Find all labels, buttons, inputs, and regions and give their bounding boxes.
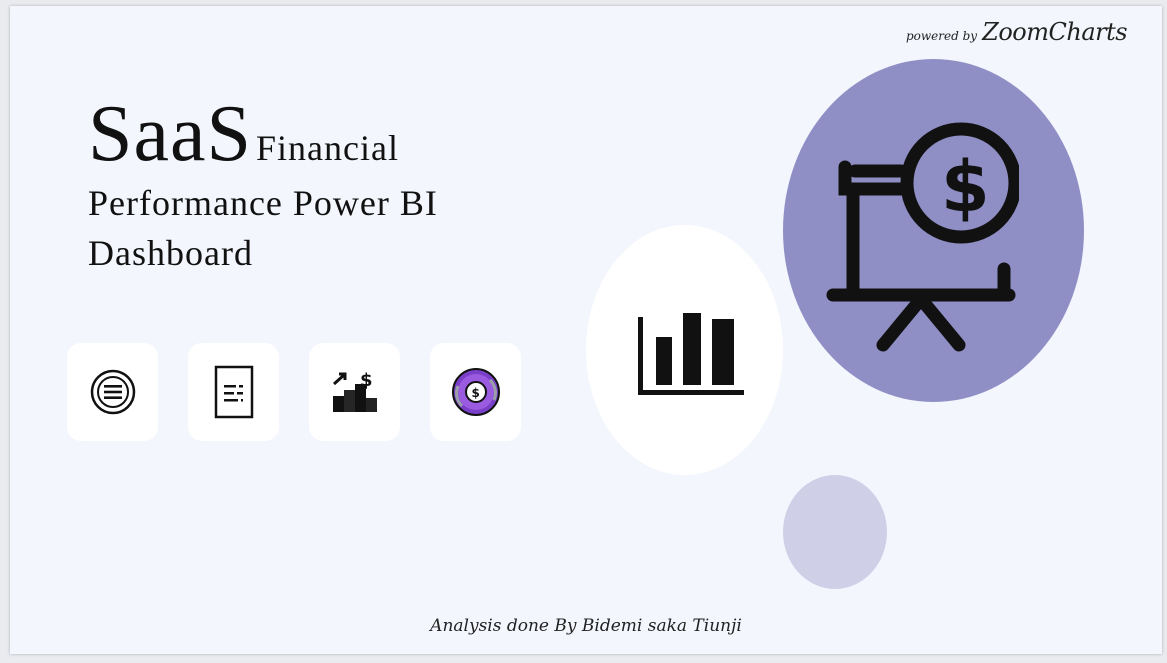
bar-chart-circle [586,225,783,475]
title-saas: SaaS [88,90,252,178]
growth-bars-dollar-icon: $ [332,370,377,412]
powered-by-zoomcharts: powered by ZoomCharts [906,18,1128,46]
nav-tile-menu[interactable] [67,343,158,441]
decorative-small-circle [783,475,887,589]
title-financial: Financial [256,128,399,168]
title-line-3: Dashboard [88,233,253,273]
nav-tile-growth[interactable]: $ [309,343,400,441]
zoomcharts-logo: ZoomCharts [982,18,1128,46]
svg-text:$: $ [941,146,990,228]
nav-tile-report[interactable] [188,343,279,441]
svg-text:$: $ [471,386,479,400]
nav-tile-settings[interactable]: $ [430,343,521,441]
title-line-2: Performance Power BI [88,183,438,223]
dashboard-cover: powered by ZoomCharts SaaS Financial Per… [10,6,1162,654]
presentation-dollar-icon: $ [826,122,1019,352]
report-document-icon [214,365,253,419]
svg-text:$: $ [360,370,373,391]
page-title: SaaS Financial Performance Power BI Dash… [88,94,438,278]
menu-circle-icon [90,369,135,415]
author-credit: Analysis done By Bidemi saka Tiunji [430,616,742,636]
presentation-circle: $ [783,59,1084,402]
bar-chart-icon [638,313,744,395]
powered-by-label: powered by [906,29,978,43]
gear-dollar-icon: $ [451,368,500,416]
